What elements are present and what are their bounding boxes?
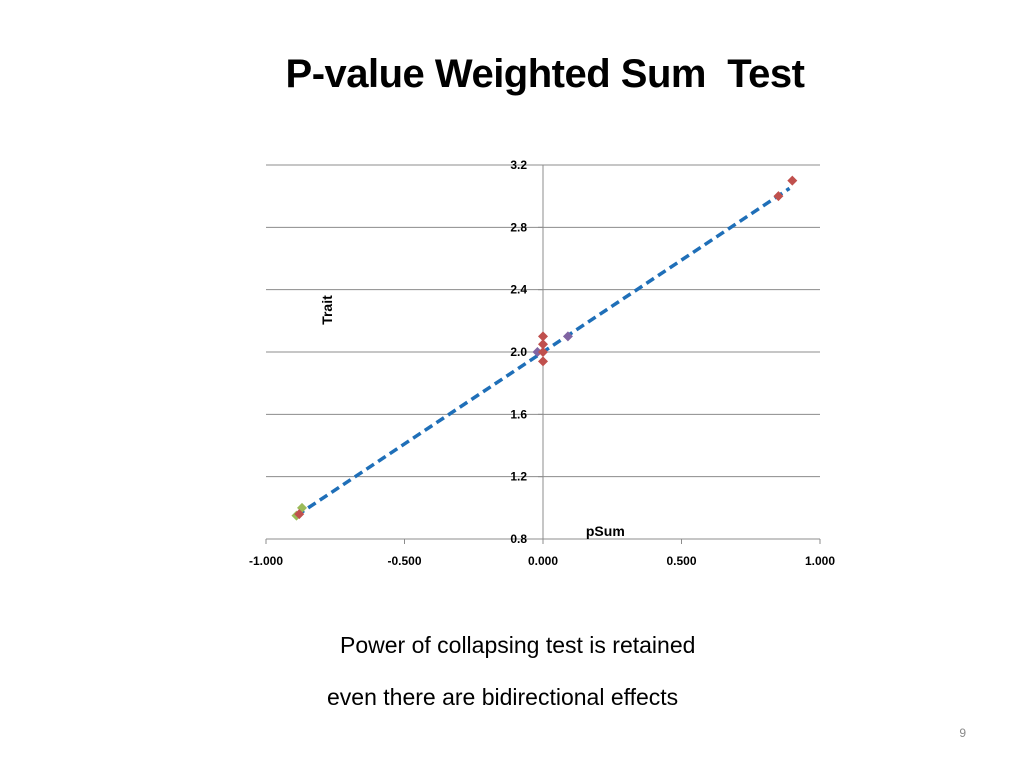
x-tick-label-1: -0.500 bbox=[387, 554, 421, 568]
y-tick-label-1: 1.2 bbox=[510, 470, 527, 484]
x-tick-label-4: 1.000 bbox=[805, 554, 835, 568]
data-points bbox=[291, 175, 798, 521]
x-axis-title: pSum bbox=[586, 523, 625, 539]
x-tick-label-2: 0.000 bbox=[528, 554, 558, 568]
data-point-7 bbox=[538, 331, 548, 342]
data-point-5 bbox=[538, 347, 548, 357]
data-point-10 bbox=[787, 175, 798, 186]
y-tick-label-6: 3.2 bbox=[510, 158, 527, 172]
caption-line-2: even there are bidirectional effects bbox=[327, 684, 679, 710]
slide-title: P-value Weighted Sum Test bbox=[285, 52, 805, 96]
x-tick-label-0: -1.000 bbox=[249, 554, 283, 568]
data-point-9 bbox=[773, 191, 784, 202]
data-point-4 bbox=[538, 356, 548, 367]
y-axis-title: Trait bbox=[319, 295, 335, 325]
tick-labels: 0.8 1.2 1.6 2.0 2.4 2.8 3.2 -1.000 -0.500 0.000 0.… bbox=[249, 158, 835, 568]
y-tick-label-5: 2.8 bbox=[510, 220, 527, 234]
caption-line-1: Power of collapsing test is retained bbox=[340, 632, 696, 658]
data-point-8 bbox=[562, 331, 573, 342]
data-point-2 bbox=[294, 509, 305, 520]
y-tick-label-3: 2.0 bbox=[510, 345, 527, 359]
x-tick-label-3: 0.500 bbox=[666, 554, 696, 568]
y-tick-label-4: 2.4 bbox=[510, 283, 527, 297]
data-point-6 bbox=[538, 339, 548, 350]
y-tick-label-2: 1.6 bbox=[510, 407, 527, 421]
page-number: 9 bbox=[959, 726, 966, 740]
y-tick-label-0: 0.8 bbox=[510, 532, 527, 546]
data-point-3 bbox=[532, 347, 543, 357]
